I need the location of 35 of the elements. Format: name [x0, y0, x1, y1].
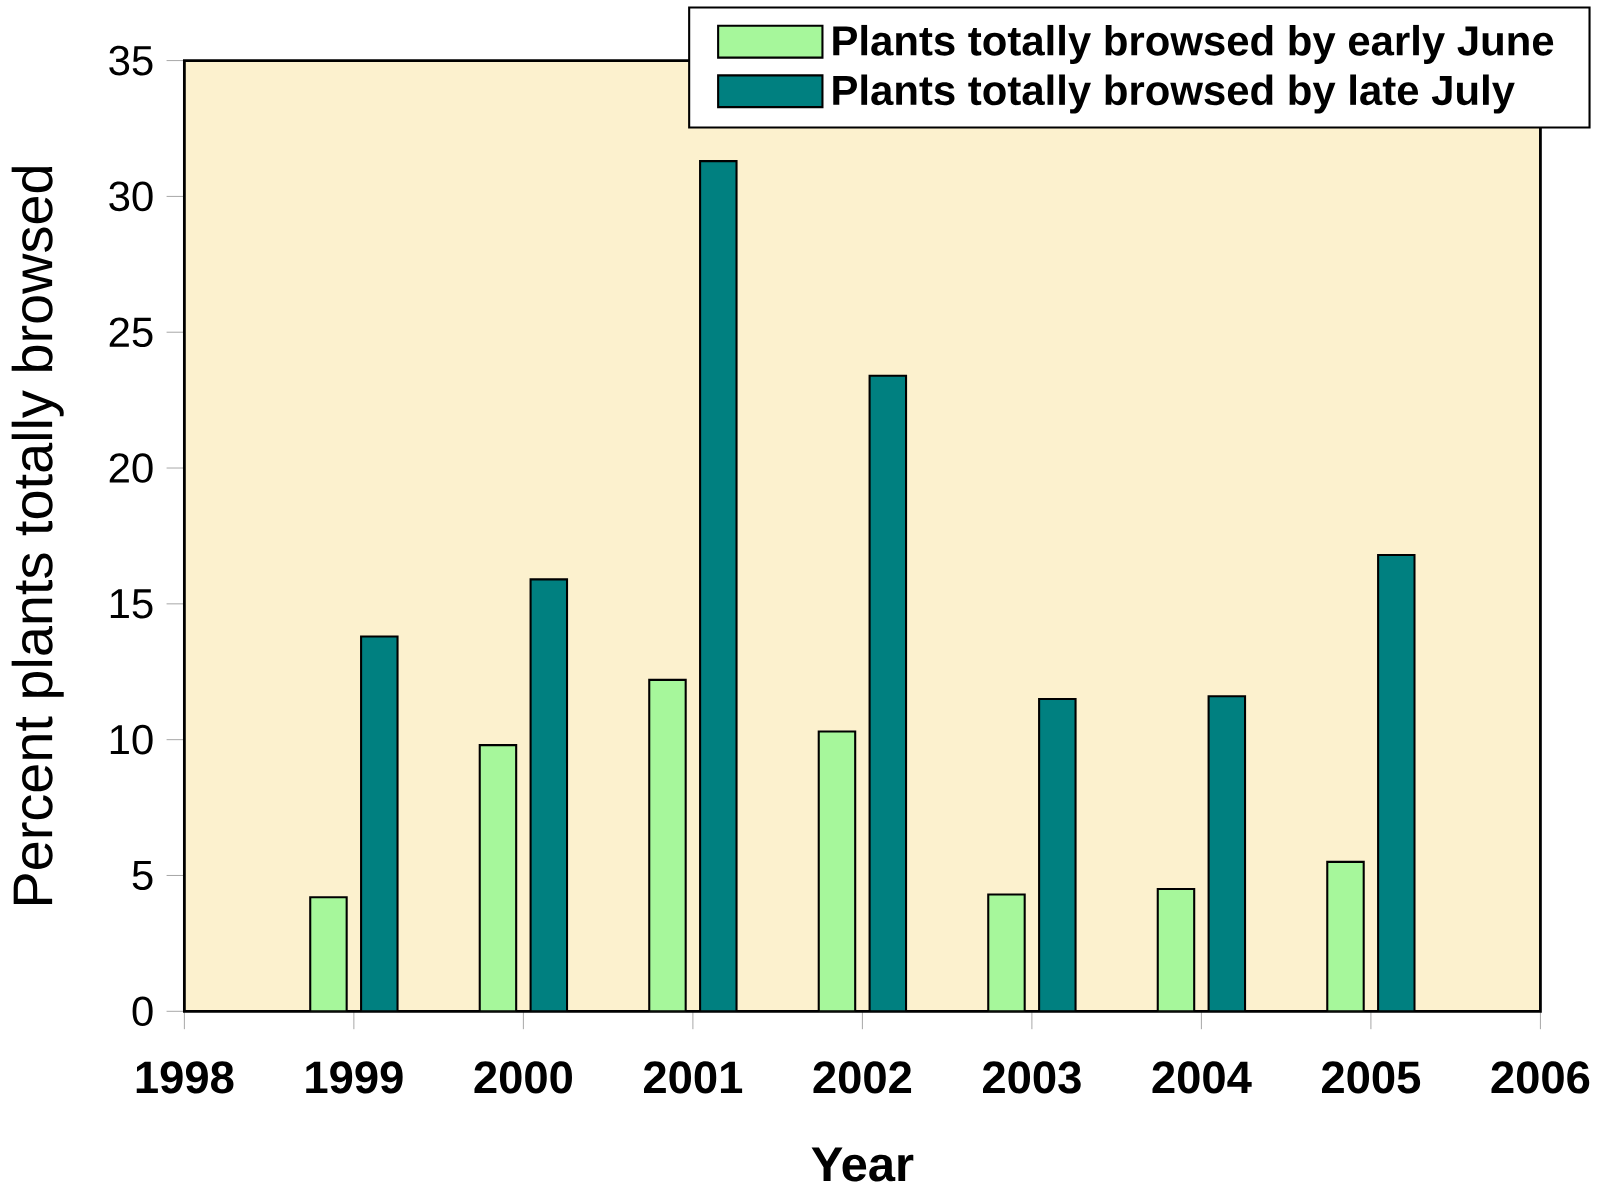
bar — [1326, 860, 1365, 1012]
y-tick-label: 30 — [109, 181, 153, 212]
x-tick-label: 1998 — [136, 1061, 234, 1094]
y-tick-label: 0 — [132, 996, 153, 1027]
legend-label: Plants totally browsed by early June — [833, 24, 1554, 64]
y-tick-label: 25 — [109, 317, 153, 347]
bar — [648, 678, 687, 1012]
x-tick-label: 2000 — [474, 1061, 572, 1094]
bar — [1377, 553, 1416, 1012]
bar — [699, 159, 738, 1012]
bar — [309, 896, 348, 1012]
bar — [1156, 887, 1196, 1012]
legend-label: Plants totally browsed by late July — [833, 74, 1515, 114]
y-tick-label: 5 — [132, 860, 153, 891]
x-tick-label: 1999 — [306, 1061, 403, 1094]
bar — [478, 744, 518, 1012]
bar — [1207, 695, 1247, 1012]
y-tick-label: 15 — [110, 589, 153, 619]
y-tick-label: 10 — [110, 724, 153, 755]
x-tick-label: 2001 — [643, 1061, 743, 1094]
bar — [987, 893, 1026, 1012]
bar — [868, 374, 908, 1012]
y-tick-label: 20 — [109, 453, 153, 483]
bar — [1038, 697, 1077, 1012]
y-tick-label: 35 — [109, 45, 153, 76]
y-axis-title: Percent plants totally browsed — [11, 166, 64, 904]
bar — [529, 578, 569, 1012]
x-tick-label: 2004 — [1152, 1061, 1252, 1094]
x-tick-label: 2006 — [1491, 1061, 1590, 1094]
x-tick-label: 2002 — [813, 1061, 912, 1094]
x-axis-title: Year — [811, 1147, 914, 1182]
x-tick-label: 2005 — [1322, 1061, 1421, 1094]
bar — [360, 635, 399, 1012]
bar — [817, 730, 857, 1012]
x-tick-label: 2003 — [983, 1061, 1081, 1094]
